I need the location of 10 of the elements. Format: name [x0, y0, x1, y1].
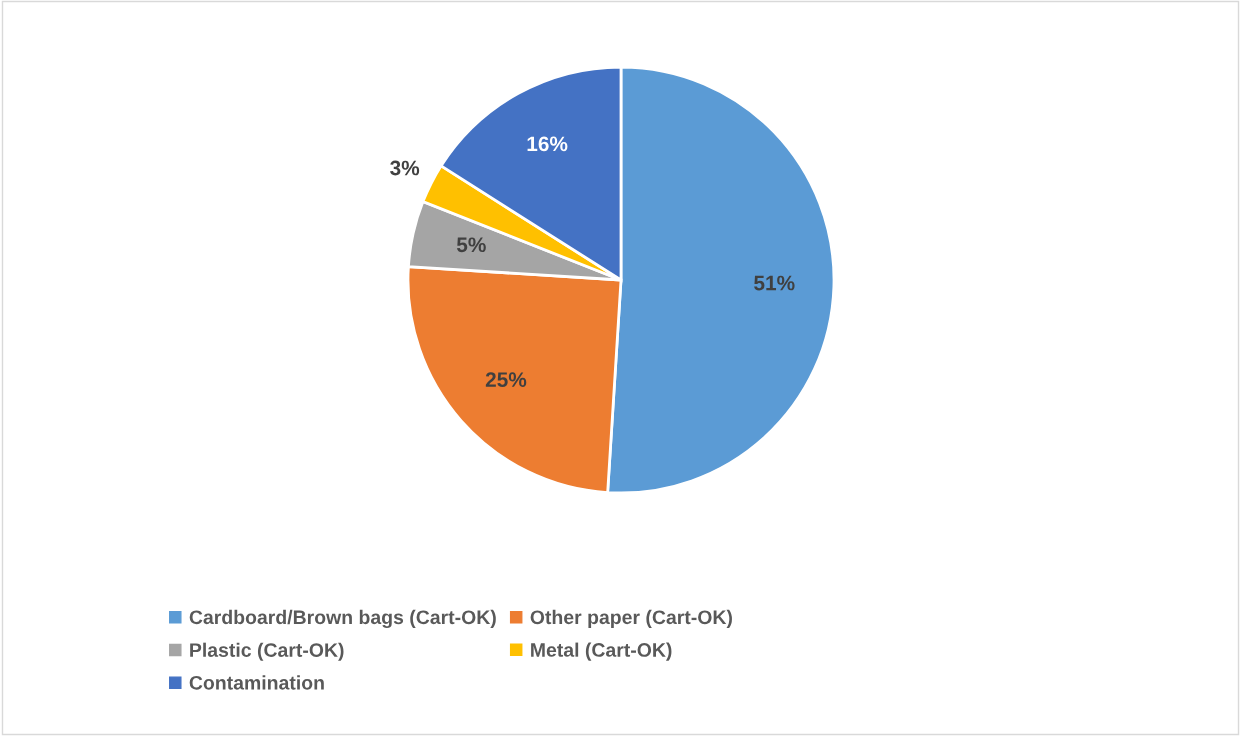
legend-label: Other paper (Cart-OK) — [530, 609, 732, 628]
legend-label: Plastic (Cart-OK) — [190, 642, 344, 661]
data-label: 5% — [456, 237, 486, 253]
data-label: 51% — [754, 275, 795, 291]
legend-label: Cardboard/Brown bags (Cart-OK) — [189, 609, 496, 629]
data-label: 25% — [485, 372, 527, 388]
data-label: 3% — [390, 160, 420, 176]
legend-label: Contamination — [189, 675, 324, 690]
data-label: 16% — [527, 136, 568, 152]
legend-label: Metal (Cart-OK) — [531, 642, 672, 661]
